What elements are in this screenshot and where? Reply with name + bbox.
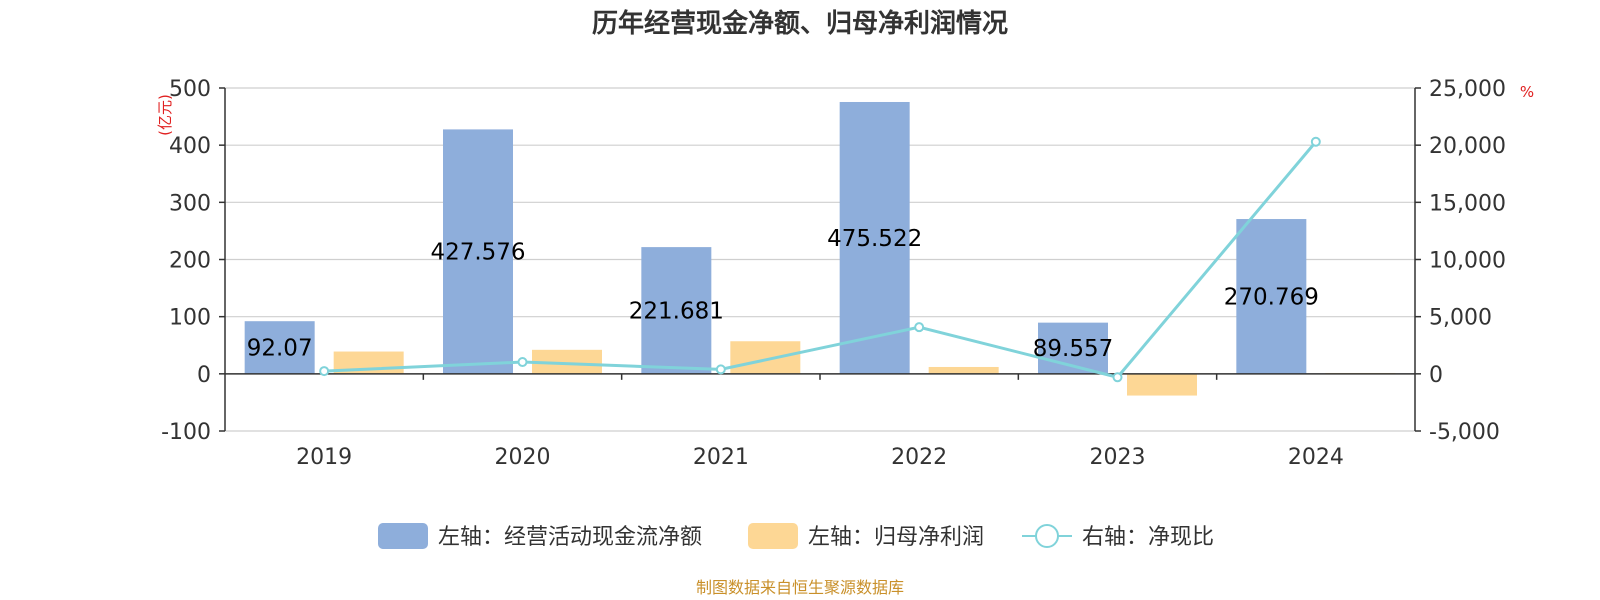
legend-label: 右轴：净现比 <box>1082 525 1214 550</box>
net-cash-ratio-line <box>319 136 1321 383</box>
legend-net-profit[interactable]: 左轴：归母净利润 <box>748 523 984 550</box>
left-tick-label: 300 <box>169 191 211 216</box>
cash-flow-bar[interactable] <box>1236 219 1307 374</box>
cash-flow-value-label: 89.557 <box>1033 336 1113 362</box>
cash-flow-value-label: 270.769 <box>1224 284 1319 310</box>
right-tick-label: 15,000 <box>1429 191 1506 216</box>
legend-net-cash-ratio[interactable]: 右轴：净现比 <box>1022 524 1214 550</box>
net-profit-bar[interactable] <box>1127 373 1197 396</box>
cash-flow-value-label: 475.522 <box>827 226 922 252</box>
legend-label: 左轴：经营活动现金流净额 <box>438 525 702 550</box>
x-tick-label: 2022 <box>891 445 947 470</box>
x-tick-label: 2024 <box>1288 445 1344 470</box>
ratio-point[interactable] <box>914 322 925 333</box>
right-tick-label: 10,000 <box>1429 249 1506 274</box>
ratio-point[interactable] <box>319 366 330 377</box>
net-profit-bar[interactable] <box>928 366 999 374</box>
legend-swatch <box>378 523 428 549</box>
ratio-point[interactable] <box>1310 136 1321 147</box>
legend-marker <box>1035 524 1059 548</box>
left-tick-label: 500 <box>169 77 211 102</box>
left-axis-unit: (亿元) <box>156 94 174 136</box>
cash-flow-bar[interactable] <box>641 247 712 374</box>
cash-flow-value-label: 221.681 <box>629 298 724 324</box>
bars <box>244 101 1396 396</box>
left-tick-label: 400 <box>169 134 211 159</box>
ratio-line-path <box>324 140 1317 379</box>
x-tick-label: 2023 <box>1090 445 1146 470</box>
legend-cash-flow[interactable]: 左轴：经营活动现金流净额 <box>378 523 702 550</box>
x-tick-label: 2020 <box>495 445 551 470</box>
legend[interactable]: 左轴：经营活动现金流净额 左轴：归母净利润 右轴：净现比 <box>378 523 1214 550</box>
right-tick-label: -5,000 <box>1429 420 1500 445</box>
ratio-point[interactable] <box>715 364 726 375</box>
x-tick-label: 2021 <box>693 445 749 470</box>
ratio-point[interactable] <box>1112 372 1123 383</box>
left-tick-label: -100 <box>161 420 211 445</box>
cash-flow-value-label: 427.576 <box>430 240 525 266</box>
left-tick-label: 100 <box>169 306 211 331</box>
right-tick-label: 0 <box>1429 363 1443 388</box>
axes: -100 0 100 200 300 400 500 -5,000 0 5,000 10,000 15… <box>161 77 1506 470</box>
legend-swatch <box>748 523 798 549</box>
left-tick-label: 0 <box>197 363 211 388</box>
cash-flow-bar[interactable] <box>443 129 513 374</box>
net-profit-bar[interactable] <box>730 341 801 374</box>
right-axis-unit: % <box>1520 83 1534 101</box>
chart-title: 历年经营现金净额、归母净利润情况 <box>592 8 1008 39</box>
ratio-point[interactable] <box>517 357 528 368</box>
cash-flow-bar[interactable] <box>839 101 910 374</box>
cash-flow-bar[interactable] <box>244 321 315 374</box>
right-tick-label: 25,000 <box>1429 77 1506 102</box>
data-labels: 92.07 427.576 221.681 475.522 89.557 270.769 <box>247 226 1319 362</box>
right-tick-label: 20,000 <box>1429 134 1506 159</box>
left-tick-label: 200 <box>169 249 211 274</box>
right-tick-label: 5,000 <box>1429 306 1492 331</box>
legend-label: 左轴：归母净利润 <box>808 525 984 550</box>
source-note: 制图数据来自恒生聚源数据库 <box>696 578 904 597</box>
cash-flow-value-label: 92.07 <box>247 336 313 362</box>
x-tick-label: 2019 <box>296 445 352 470</box>
